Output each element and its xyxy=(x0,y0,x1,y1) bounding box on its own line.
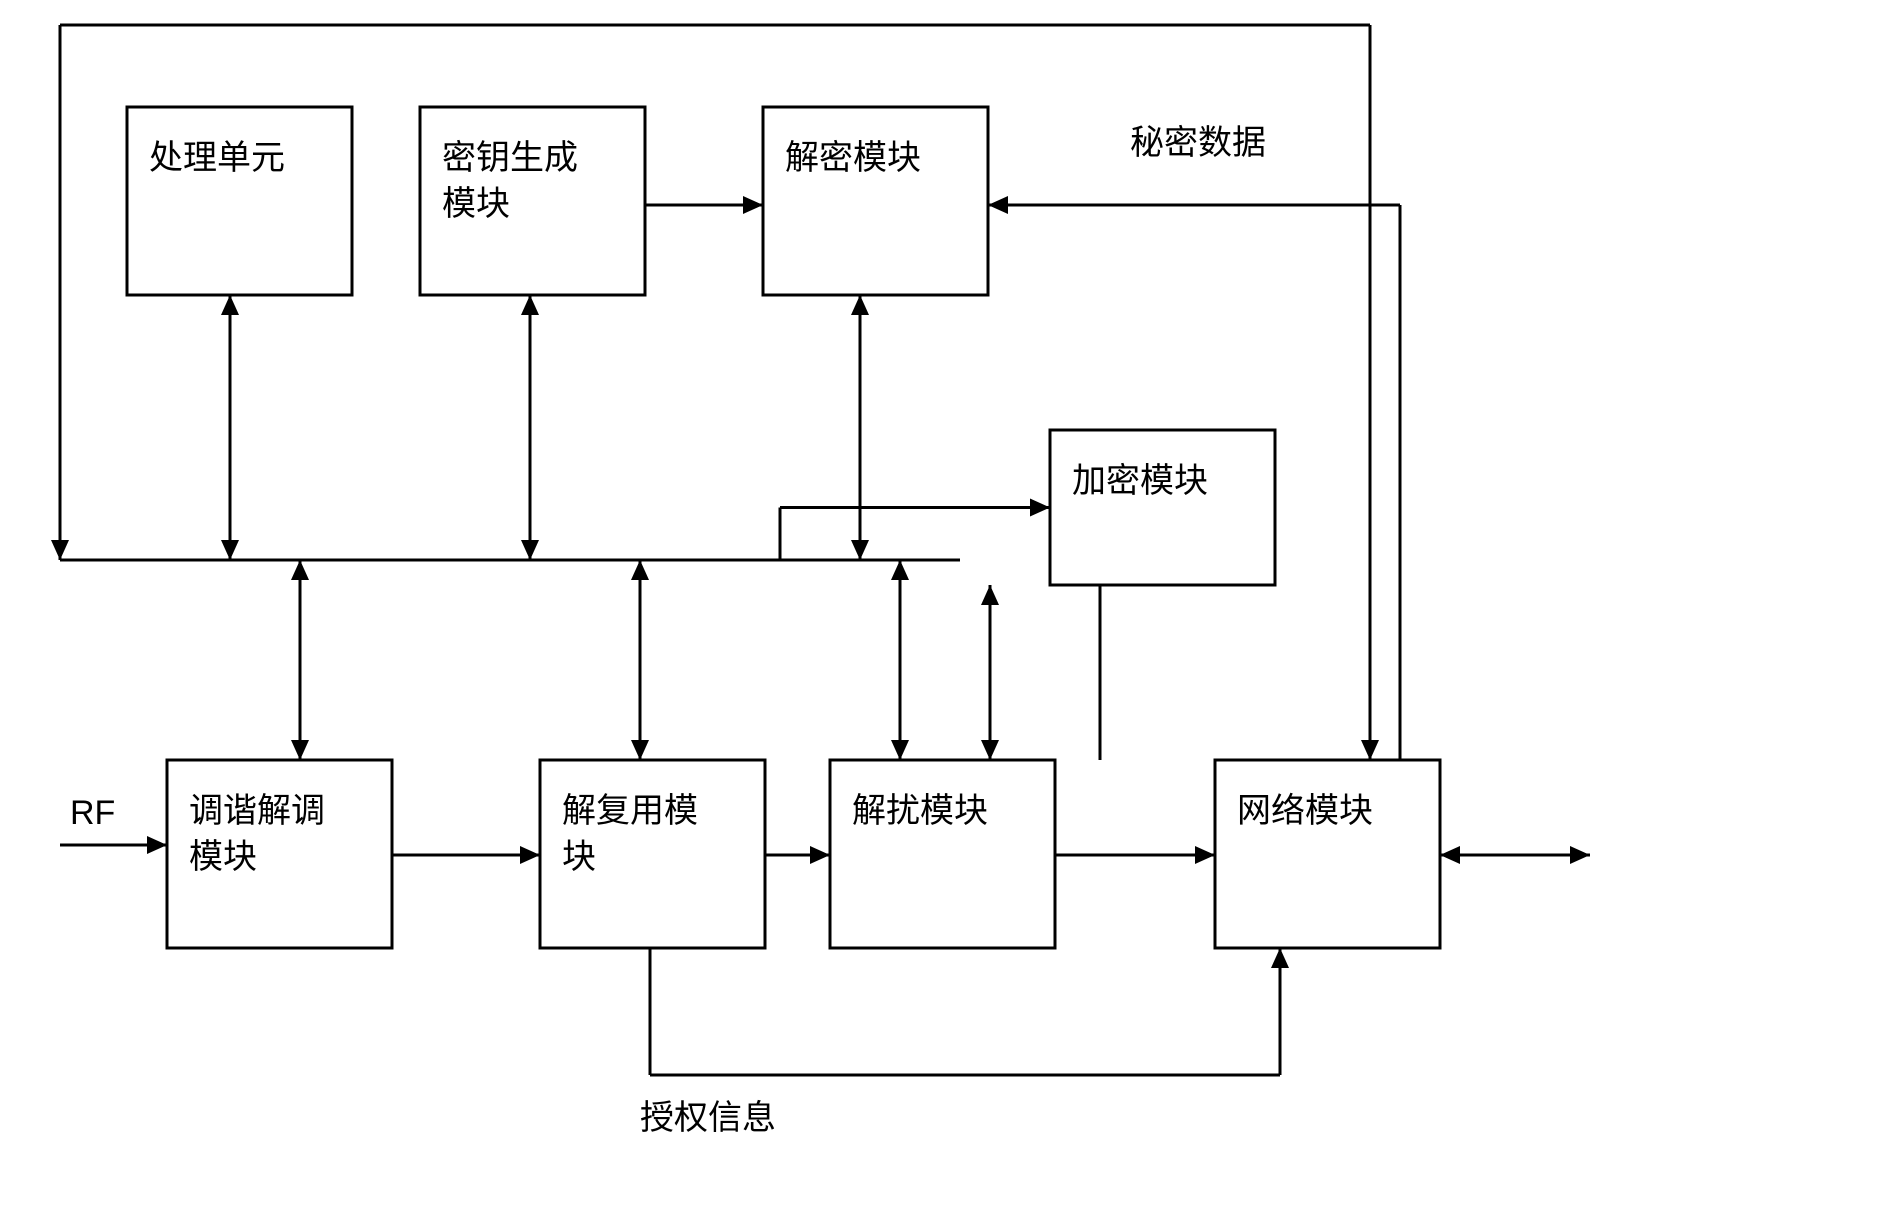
demux-label: 解复用模 xyxy=(562,792,698,830)
proc-box xyxy=(127,107,352,295)
keygen-label: 模块 xyxy=(442,185,510,223)
diagram-canvas: 处理单元密钥生成模块解密模块加密模块调谐解调模块解复用模块解扰模块网络模块RF秘… xyxy=(0,0,1897,1213)
descr-box xyxy=(830,760,1055,948)
encrypt-box xyxy=(1050,430,1275,585)
tuner-label: 调谐解调 xyxy=(189,792,325,830)
encrypt-label: 加密模块 xyxy=(1072,462,1208,500)
authinfo-label: 授权信息 xyxy=(640,1099,776,1137)
decrypt-box xyxy=(763,107,988,295)
demux-label: 块 xyxy=(562,838,596,876)
proc-label: 处理单元 xyxy=(149,139,285,177)
keygen-label: 密钥生成 xyxy=(442,139,578,177)
net-box xyxy=(1215,760,1440,948)
secret-label: 秘密数据 xyxy=(1130,124,1266,162)
descr-label: 解扰模块 xyxy=(852,792,988,830)
decrypt-label: 解密模块 xyxy=(785,139,921,177)
rf-label: RF xyxy=(70,794,115,832)
net-label: 网络模块 xyxy=(1237,792,1373,830)
tuner-label: 模块 xyxy=(189,838,257,876)
